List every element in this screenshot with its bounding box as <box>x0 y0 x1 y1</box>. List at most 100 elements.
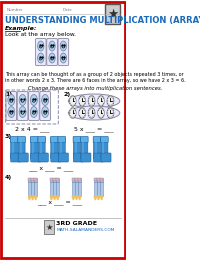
FancyBboxPatch shape <box>50 136 58 142</box>
FancyBboxPatch shape <box>73 137 80 159</box>
FancyBboxPatch shape <box>93 136 100 142</box>
FancyBboxPatch shape <box>100 136 108 142</box>
FancyBboxPatch shape <box>58 38 68 66</box>
FancyBboxPatch shape <box>51 153 61 162</box>
Text: 5 x ___ = ___: 5 x ___ = ___ <box>74 126 113 132</box>
Ellipse shape <box>68 106 119 120</box>
FancyBboxPatch shape <box>56 178 59 181</box>
Polygon shape <box>72 196 74 200</box>
FancyBboxPatch shape <box>28 92 39 120</box>
FancyBboxPatch shape <box>34 178 37 196</box>
Text: UNDERSTANDING MULTIPLICATION (ARRAYS) 1A: UNDERSTANDING MULTIPLICATION (ARRAYS) 1A <box>5 16 200 25</box>
Circle shape <box>37 41 44 51</box>
FancyBboxPatch shape <box>31 178 34 196</box>
FancyBboxPatch shape <box>17 92 28 120</box>
Polygon shape <box>50 196 52 200</box>
Circle shape <box>8 107 15 118</box>
Circle shape <box>19 94 26 106</box>
FancyBboxPatch shape <box>72 178 74 181</box>
FancyBboxPatch shape <box>18 137 25 159</box>
Text: MATH-SALAMANDERS.COM: MATH-SALAMANDERS.COM <box>56 228 114 232</box>
Circle shape <box>88 107 95 119</box>
Circle shape <box>97 95 104 107</box>
Text: ___ x ___ = ___: ___ x ___ = ___ <box>27 166 72 171</box>
FancyBboxPatch shape <box>97 178 99 181</box>
Circle shape <box>19 107 26 118</box>
FancyBboxPatch shape <box>28 178 31 181</box>
FancyBboxPatch shape <box>72 178 74 196</box>
FancyBboxPatch shape <box>18 153 28 162</box>
FancyBboxPatch shape <box>18 136 25 142</box>
FancyBboxPatch shape <box>73 153 83 162</box>
FancyBboxPatch shape <box>11 137 17 159</box>
Polygon shape <box>78 196 81 200</box>
Text: in other words 2 x 3. There are 6 faces in the array, so we have 2 x 3 = 6.: in other words 2 x 3. There are 6 faces … <box>5 78 185 83</box>
FancyBboxPatch shape <box>78 178 81 181</box>
Polygon shape <box>75 196 77 200</box>
FancyBboxPatch shape <box>97 178 99 196</box>
Text: ★: ★ <box>107 8 118 21</box>
Circle shape <box>106 107 113 119</box>
Polygon shape <box>56 196 59 200</box>
Text: Look at the array below.: Look at the array below. <box>5 32 76 37</box>
Circle shape <box>42 94 48 106</box>
Text: Date: Date <box>62 8 72 12</box>
FancyBboxPatch shape <box>80 136 88 142</box>
FancyBboxPatch shape <box>38 136 45 142</box>
Circle shape <box>88 95 95 107</box>
FancyBboxPatch shape <box>81 137 87 159</box>
Ellipse shape <box>68 94 119 108</box>
Circle shape <box>69 95 76 107</box>
FancyBboxPatch shape <box>31 178 34 181</box>
Text: 2 x 4 = ___: 2 x 4 = ___ <box>15 126 50 132</box>
FancyBboxPatch shape <box>50 178 52 196</box>
FancyBboxPatch shape <box>58 153 68 162</box>
FancyBboxPatch shape <box>75 178 77 196</box>
FancyBboxPatch shape <box>94 178 96 196</box>
FancyBboxPatch shape <box>100 178 102 181</box>
Circle shape <box>97 107 104 119</box>
Circle shape <box>30 94 37 106</box>
Polygon shape <box>94 196 96 200</box>
FancyBboxPatch shape <box>40 92 50 120</box>
Text: 4): 4) <box>5 175 12 180</box>
FancyBboxPatch shape <box>94 178 96 181</box>
FancyBboxPatch shape <box>31 153 41 162</box>
FancyBboxPatch shape <box>35 38 46 66</box>
Circle shape <box>42 107 48 118</box>
FancyBboxPatch shape <box>105 4 120 24</box>
FancyBboxPatch shape <box>53 178 56 196</box>
Circle shape <box>8 94 15 106</box>
FancyBboxPatch shape <box>6 92 17 120</box>
FancyBboxPatch shape <box>31 137 37 159</box>
FancyBboxPatch shape <box>100 153 110 162</box>
Text: 3): 3) <box>5 134 12 139</box>
Polygon shape <box>34 196 37 200</box>
FancyBboxPatch shape <box>58 136 65 142</box>
FancyBboxPatch shape <box>100 137 107 159</box>
Text: ★: ★ <box>45 223 52 231</box>
Circle shape <box>60 53 66 63</box>
FancyBboxPatch shape <box>51 137 57 159</box>
FancyBboxPatch shape <box>28 178 31 196</box>
FancyBboxPatch shape <box>56 178 59 196</box>
FancyBboxPatch shape <box>58 137 65 159</box>
Polygon shape <box>31 196 34 200</box>
FancyBboxPatch shape <box>38 137 45 159</box>
FancyBboxPatch shape <box>93 153 103 162</box>
Polygon shape <box>100 196 102 200</box>
FancyBboxPatch shape <box>10 136 18 142</box>
Circle shape <box>49 53 55 63</box>
Text: 2): 2) <box>64 92 71 97</box>
Text: Change these arrays into multiplication sentences.: Change these arrays into multiplication … <box>28 86 162 91</box>
Text: 1): 1) <box>5 92 12 97</box>
FancyBboxPatch shape <box>46 38 57 66</box>
Text: ___ x ___ = ___: ___ x ___ = ___ <box>37 200 82 205</box>
FancyBboxPatch shape <box>1 2 124 258</box>
FancyBboxPatch shape <box>75 178 77 181</box>
FancyBboxPatch shape <box>53 178 56 181</box>
Circle shape <box>78 107 85 119</box>
Polygon shape <box>28 196 31 200</box>
Circle shape <box>60 41 66 51</box>
FancyBboxPatch shape <box>34 178 37 181</box>
